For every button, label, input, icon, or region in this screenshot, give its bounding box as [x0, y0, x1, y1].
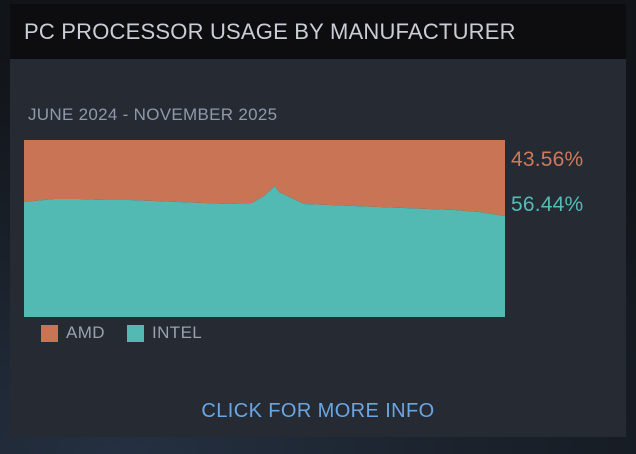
click-for-more-info-link[interactable]: CLICK FOR MORE INFO — [201, 400, 435, 422]
page-title: PC PROCESSOR USAGE BY MANUFACTURER — [24, 19, 516, 44]
legend-item-amd[interactable]: AMD — [41, 323, 105, 343]
chart-legend: AMD INTEL — [41, 323, 202, 343]
legend-item-intel[interactable]: INTEL — [126, 323, 203, 343]
value-label-amd: 43.56% — [511, 148, 584, 171]
legend-label-amd: AMD — [66, 323, 105, 342]
legend-label-intel: INTEL — [151, 323, 203, 342]
value-label-intel: 56.44% — [511, 193, 584, 216]
chart-canvas — [24, 140, 505, 317]
widget-header: PC PROCESSOR USAGE BY MANUFACTURER — [10, 4, 626, 59]
legend-swatch-amd — [41, 324, 58, 342]
date-range-subtitle: JUNE 2024 - NOVEMBER 2025 — [28, 105, 278, 124]
legend-swatch-intel — [126, 324, 144, 342]
processor-usage-widget: PC PROCESSOR USAGE BY MANUFACTURER JUNE … — [10, 4, 626, 437]
stacked-area-chart — [24, 140, 505, 317]
area-series-intel — [24, 186, 505, 317]
area-series-amd — [24, 140, 505, 216]
widget-body: JUNE 2024 - NOVEMBER 2025 43.56% 56.44% … — [10, 59, 626, 437]
